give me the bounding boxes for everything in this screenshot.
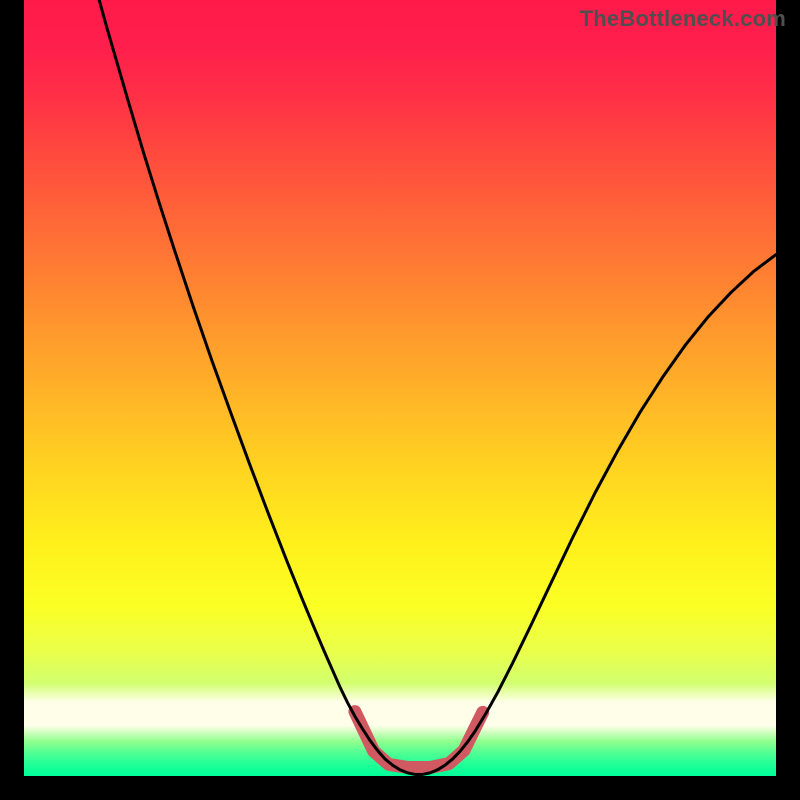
chart-svg	[0, 0, 800, 800]
plot-background	[24, 0, 776, 776]
bottleneck-chart: TheBottleneck.com	[0, 0, 800, 800]
watermark-text: TheBottleneck.com	[580, 6, 786, 32]
